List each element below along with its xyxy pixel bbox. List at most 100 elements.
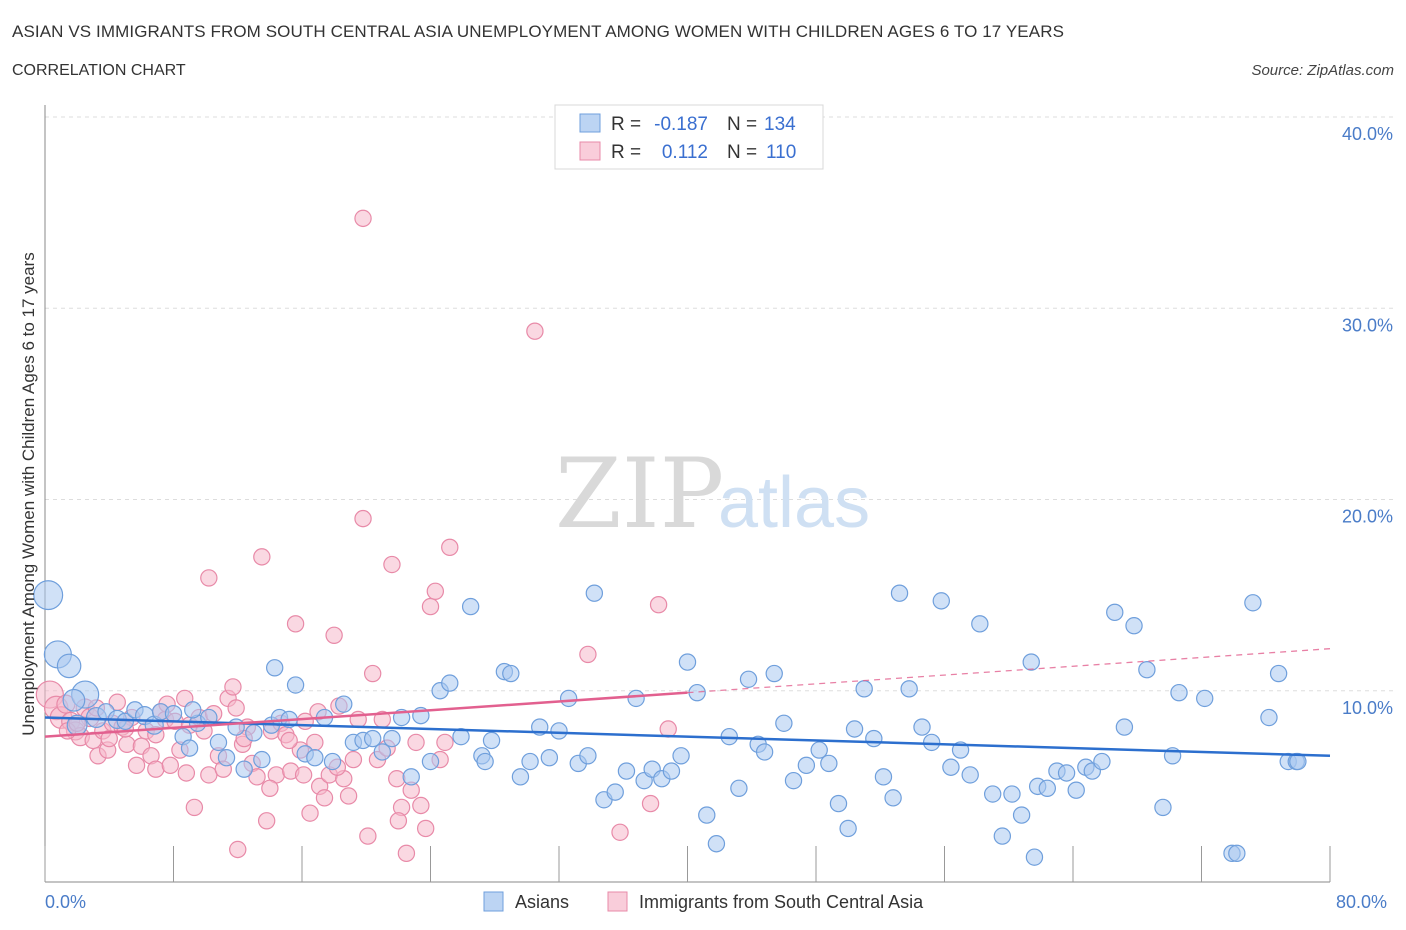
legend-n-value-asians: 134 <box>764 114 796 135</box>
asians-point-72 <box>707 835 726 853</box>
grid-lines <box>45 116 1395 692</box>
asians-point-96 <box>942 758 960 776</box>
asians-point-20 <box>217 748 236 767</box>
asians-point-68 <box>672 747 690 765</box>
watermark-atlas: atlas <box>718 463 870 543</box>
y-tick-label-40: 40.0% <box>1342 124 1393 144</box>
asians-point-45 <box>452 727 470 746</box>
immigrants-point-72 <box>388 770 406 788</box>
asians-point-71 <box>698 806 716 824</box>
asians-point-89 <box>874 768 893 786</box>
asians-point-28 <box>286 676 305 694</box>
immigrants-point-90 <box>354 509 372 528</box>
asians-point-90 <box>884 789 902 807</box>
asians-point-82 <box>810 741 828 759</box>
immigrants-point-33 <box>200 766 218 784</box>
asians-point-101 <box>993 827 1012 845</box>
asians-point-23 <box>245 724 263 742</box>
immigrants-point-99 <box>261 779 279 797</box>
immigrants-point-54 <box>301 804 319 822</box>
asians-point-100 <box>983 785 1002 803</box>
asians-point-16 <box>180 739 199 757</box>
asians-point-21 <box>227 718 245 736</box>
immigrants-point-103 <box>100 729 118 748</box>
immigrants-point-87 <box>641 794 660 813</box>
y-tick-label-10: 10.0% <box>1342 698 1393 718</box>
y-tick-label-30: 30.0% <box>1342 315 1393 335</box>
asians-point-125 <box>1260 708 1278 727</box>
asians-point-120 <box>1170 683 1188 702</box>
asians-point-61 <box>606 783 624 801</box>
immigrants-point-78 <box>416 819 435 838</box>
asians-point-69 <box>678 653 697 671</box>
legend-swatch-asians <box>579 113 601 133</box>
immigrants-point-65 <box>354 209 372 228</box>
asians-point-54 <box>540 748 559 767</box>
asians-point-51 <box>511 768 530 786</box>
asians-point-103 <box>1012 806 1031 824</box>
asians-point-79 <box>775 714 793 732</box>
asians-point-117 <box>1138 661 1156 679</box>
immigrants-point-16 <box>118 735 136 754</box>
asians-point-84 <box>829 794 848 813</box>
asians-point-99 <box>971 615 989 633</box>
immigrants-point-43 <box>248 768 266 786</box>
legend-swatch-immigrants <box>579 141 601 161</box>
asians-point-130 <box>184 701 202 719</box>
asians-point-77 <box>755 743 774 761</box>
watermark-zip: ZIP <box>555 438 724 550</box>
asians-point-116 <box>1125 617 1143 635</box>
immigrants-point-59 <box>325 626 343 644</box>
asians-point-111 <box>1025 848 1044 866</box>
asians-point-0 <box>33 580 64 611</box>
asians-point-78 <box>765 664 783 683</box>
trend-line-asians <box>44 716 1331 758</box>
asians-point-80 <box>784 771 803 790</box>
asians-point-36 <box>363 729 382 748</box>
asians-point-88 <box>865 729 883 748</box>
asians-point-55 <box>550 722 568 740</box>
immigrants-point-98 <box>227 699 245 717</box>
immigrants-point-38 <box>224 678 242 696</box>
immigrants-point-66 <box>359 827 377 845</box>
bottom-legend-label-asians: Asians <box>515 892 569 912</box>
legend-r-value-asians: -0.187 <box>654 114 708 135</box>
immigrants-point-62 <box>339 787 358 805</box>
asians-point-46 <box>461 597 480 616</box>
asians-point-62 <box>617 762 636 780</box>
asians-point-4 <box>62 688 86 712</box>
asians-point-114 <box>1106 603 1124 622</box>
asians-point-115 <box>1115 718 1134 736</box>
immigrants-point-80 <box>426 582 445 601</box>
immigrants-point-77 <box>412 796 430 815</box>
immigrants-point-67 <box>363 664 382 683</box>
asians-point-86 <box>845 720 864 738</box>
chart-title: ASIAN VS IMMIGRANTS FROM SOUTH CENTRAL A… <box>12 22 1065 41</box>
immigrants-point-74 <box>397 844 416 863</box>
asians-point-94 <box>922 733 941 752</box>
y-tick-label-20: 20.0% <box>1342 507 1393 527</box>
asians-point-37 <box>373 743 392 761</box>
x-axis-ticks <box>44 846 1331 882</box>
asians-point-93 <box>913 718 931 736</box>
immigrants-point-83 <box>441 538 459 557</box>
immigrants-point-100 <box>294 766 313 784</box>
immigrants-point-85 <box>579 645 597 664</box>
immigrants-point-30 <box>185 798 204 817</box>
x-tick-label-max: 80.0% <box>1336 892 1387 912</box>
immigrants-point-82 <box>436 733 454 752</box>
asians-point-42 <box>421 752 440 771</box>
asians-point-121 <box>1196 689 1214 708</box>
immigrants-point-102 <box>389 812 408 830</box>
immigrants-point-57 <box>315 789 334 807</box>
asians-point-132 <box>476 752 494 771</box>
asians-point-91 <box>890 584 909 602</box>
bottom-legend-label-immigrants: Immigrants from South Central Asia <box>639 892 924 912</box>
asians-point-40 <box>402 768 420 786</box>
asians-point-58 <box>579 747 597 765</box>
asians-point-129 <box>1289 752 1307 771</box>
asians-point-102 <box>1003 785 1021 803</box>
immigrants-point-104 <box>177 764 196 782</box>
legend-n-value-immigrants: 110 <box>766 142 796 163</box>
trend-line-immigrants <box>44 691 688 738</box>
